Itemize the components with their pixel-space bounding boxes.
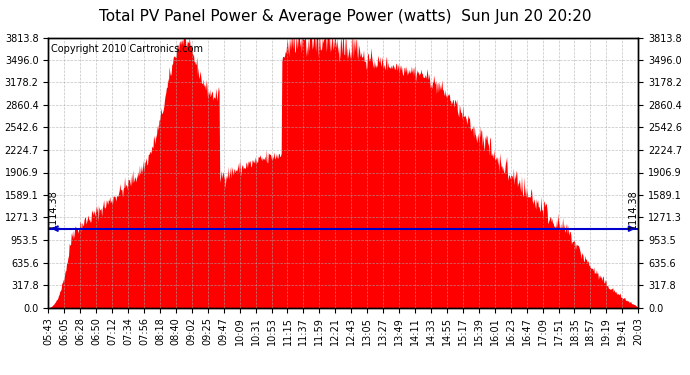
- Text: Total PV Panel Power & Average Power (watts)  Sun Jun 20 20:20: Total PV Panel Power & Average Power (wa…: [99, 9, 591, 24]
- Text: 1114.38: 1114.38: [629, 189, 638, 229]
- Text: Copyright 2010 Cartronics.com: Copyright 2010 Cartronics.com: [51, 44, 204, 54]
- Text: 1114.38: 1114.38: [48, 189, 58, 229]
